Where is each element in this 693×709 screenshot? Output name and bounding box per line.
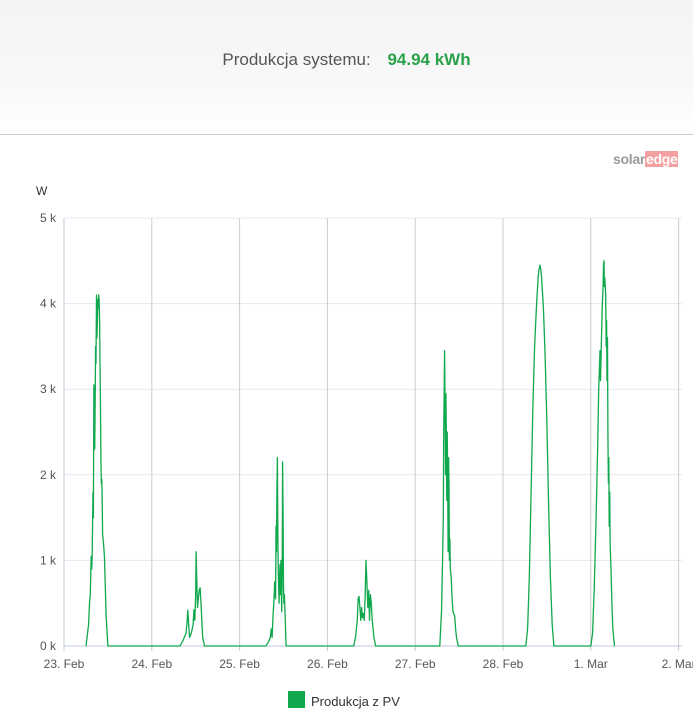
logo-solar-text: solar <box>613 151 645 167</box>
x-tick-label: 23. Feb <box>44 657 85 671</box>
x-tick-label: 27. Feb <box>395 657 436 671</box>
x-tick-label: 25. Feb <box>219 657 260 671</box>
production-value: 94.94 kWh <box>387 50 471 69</box>
x-grid-group <box>63 218 680 651</box>
logo-edge-text: edge <box>644 151 679 167</box>
x-tick-label: 28. Feb <box>483 657 524 671</box>
y-tick-label: 0 k <box>40 639 57 653</box>
y-grid-group <box>64 217 682 647</box>
x-tick-label: 24. Feb <box>131 657 172 671</box>
x-tick-labels: 23. Feb 24. Feb 25. Feb 26. Feb 27. Feb 28. F… <box>44 657 693 671</box>
y-tick-labels: 0 k 1 k 2 k 3 k 4 k 5 k <box>40 211 57 653</box>
summary-header: Produkcja systemu: 94.94 kWh <box>0 0 693 135</box>
solaredge-logo: solaredge <box>613 151 679 167</box>
production-label: Produkcja systemu: <box>222 50 371 69</box>
y-tick-label: 5 k <box>40 211 57 225</box>
x-tick-label: 1. Mar <box>574 657 608 671</box>
x-tick-label: 26. Feb <box>307 657 348 671</box>
legend-label: Produkcja z PV <box>311 694 400 709</box>
x-tick-label: 2. Mar <box>662 657 693 671</box>
y-axis-unit-label: W <box>36 184 48 198</box>
chart-legend[interactable]: Produkcja z PV <box>288 691 400 709</box>
production-summary: Produkcja systemu: 94.94 kWh <box>0 50 693 70</box>
y-tick-label: 1 k <box>40 553 57 567</box>
y-tick-label: 3 k <box>40 382 57 396</box>
series-line-pv-production <box>85 260 616 647</box>
y-tick-label: 4 k <box>40 297 57 311</box>
y-tick-label: 2 k <box>40 468 57 482</box>
series-group <box>85 260 616 647</box>
